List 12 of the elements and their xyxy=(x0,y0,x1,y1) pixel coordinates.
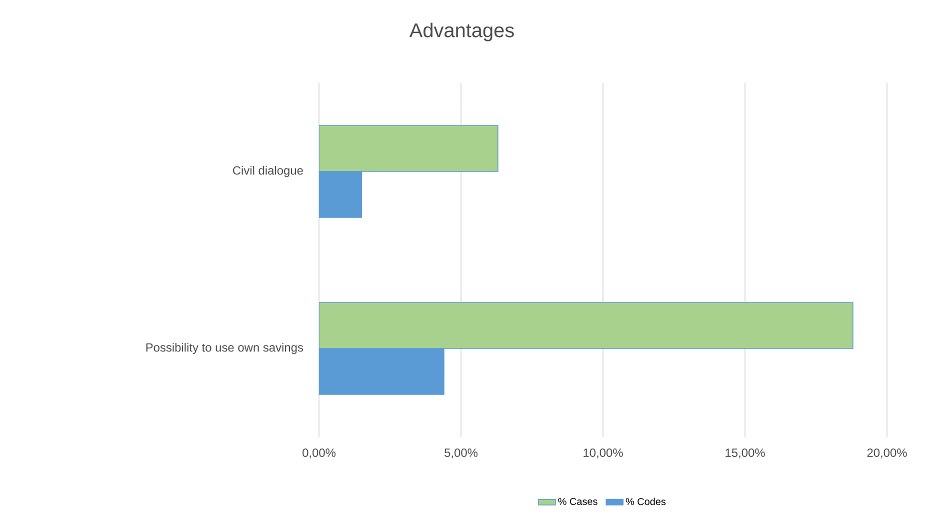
legend-label: % Cases xyxy=(558,498,598,505)
y-tick-label: Civil dialogue xyxy=(232,166,303,178)
x-tick-label: 15,00% xyxy=(726,448,765,458)
x-tick-label: 10,00% xyxy=(584,448,623,458)
y-tick-label: Possibility to use own savings xyxy=(146,342,304,354)
x-tick-label: 0,00% xyxy=(302,448,336,458)
x-tick-label: 20,00% xyxy=(867,448,907,458)
bar xyxy=(319,302,854,349)
bar xyxy=(319,125,498,172)
chart-title: Advantages xyxy=(409,22,514,42)
x-tick-label: 5,00% xyxy=(444,448,478,458)
legend-label: % Codes xyxy=(626,498,666,506)
